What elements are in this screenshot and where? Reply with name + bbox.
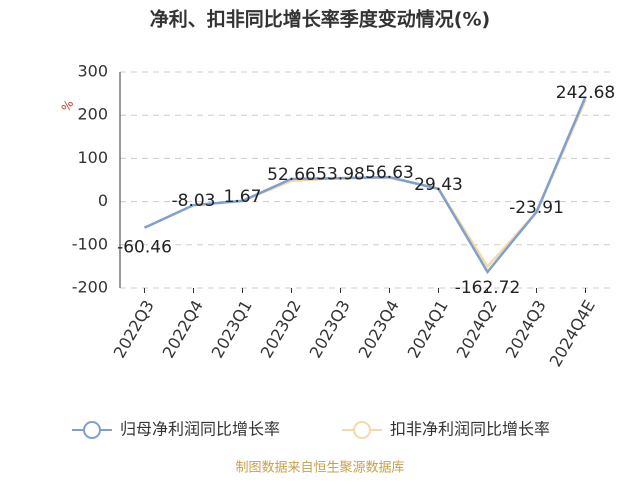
data-label: -162.72 [455, 278, 521, 298]
data-label: 52.66 [267, 165, 316, 185]
x-tick-label: 2024Q1 [404, 297, 452, 361]
legend-label: 扣非净利润同比增长率 [390, 420, 550, 439]
y-tick-label: 100 [77, 148, 108, 167]
data-label: -23.91 [509, 198, 564, 218]
source: 制图数据来自恒生聚源数据库 [235, 460, 404, 476]
y-unit: % [59, 97, 77, 114]
y-tick-label: 300 [77, 62, 108, 81]
x-tick-label: 2022Q4 [159, 297, 207, 361]
data-label: -60.46 [117, 238, 172, 258]
data-label: 1.67 [224, 187, 262, 207]
x-tick-label: 2024Q3 [502, 297, 550, 361]
legend-marker [353, 421, 371, 439]
x-tick-label: 2023Q2 [257, 297, 305, 361]
y-tick-label: 0 [98, 191, 108, 210]
data-label: 53.98 [316, 164, 365, 184]
data-label: 29.43 [414, 175, 463, 195]
y-tick-label: -100 [72, 234, 108, 253]
legend-label: 归母净利润同比增长率 [120, 420, 280, 439]
x-tick-label: 2024Q4E [546, 297, 599, 370]
x-tick-label: 2023Q1 [208, 297, 256, 361]
data-label: -8.03 [172, 191, 216, 211]
y-tick-label: -200 [72, 278, 108, 297]
x-tick-label: 2023Q3 [306, 297, 354, 361]
legend-marker [83, 421, 101, 439]
x-tick-label: 2023Q4 [355, 297, 403, 361]
data-label: 242.68 [556, 83, 615, 103]
series-line [143, 96, 587, 275]
y-tick-label: 200 [77, 105, 108, 124]
x-tick-label: 2022Q3 [110, 297, 158, 361]
chart-title: 净利、扣非同比增长率季度变动情况(%) [150, 8, 490, 31]
x-tick-label: 2024Q2 [453, 297, 501, 361]
data-label: 56.63 [365, 163, 414, 183]
